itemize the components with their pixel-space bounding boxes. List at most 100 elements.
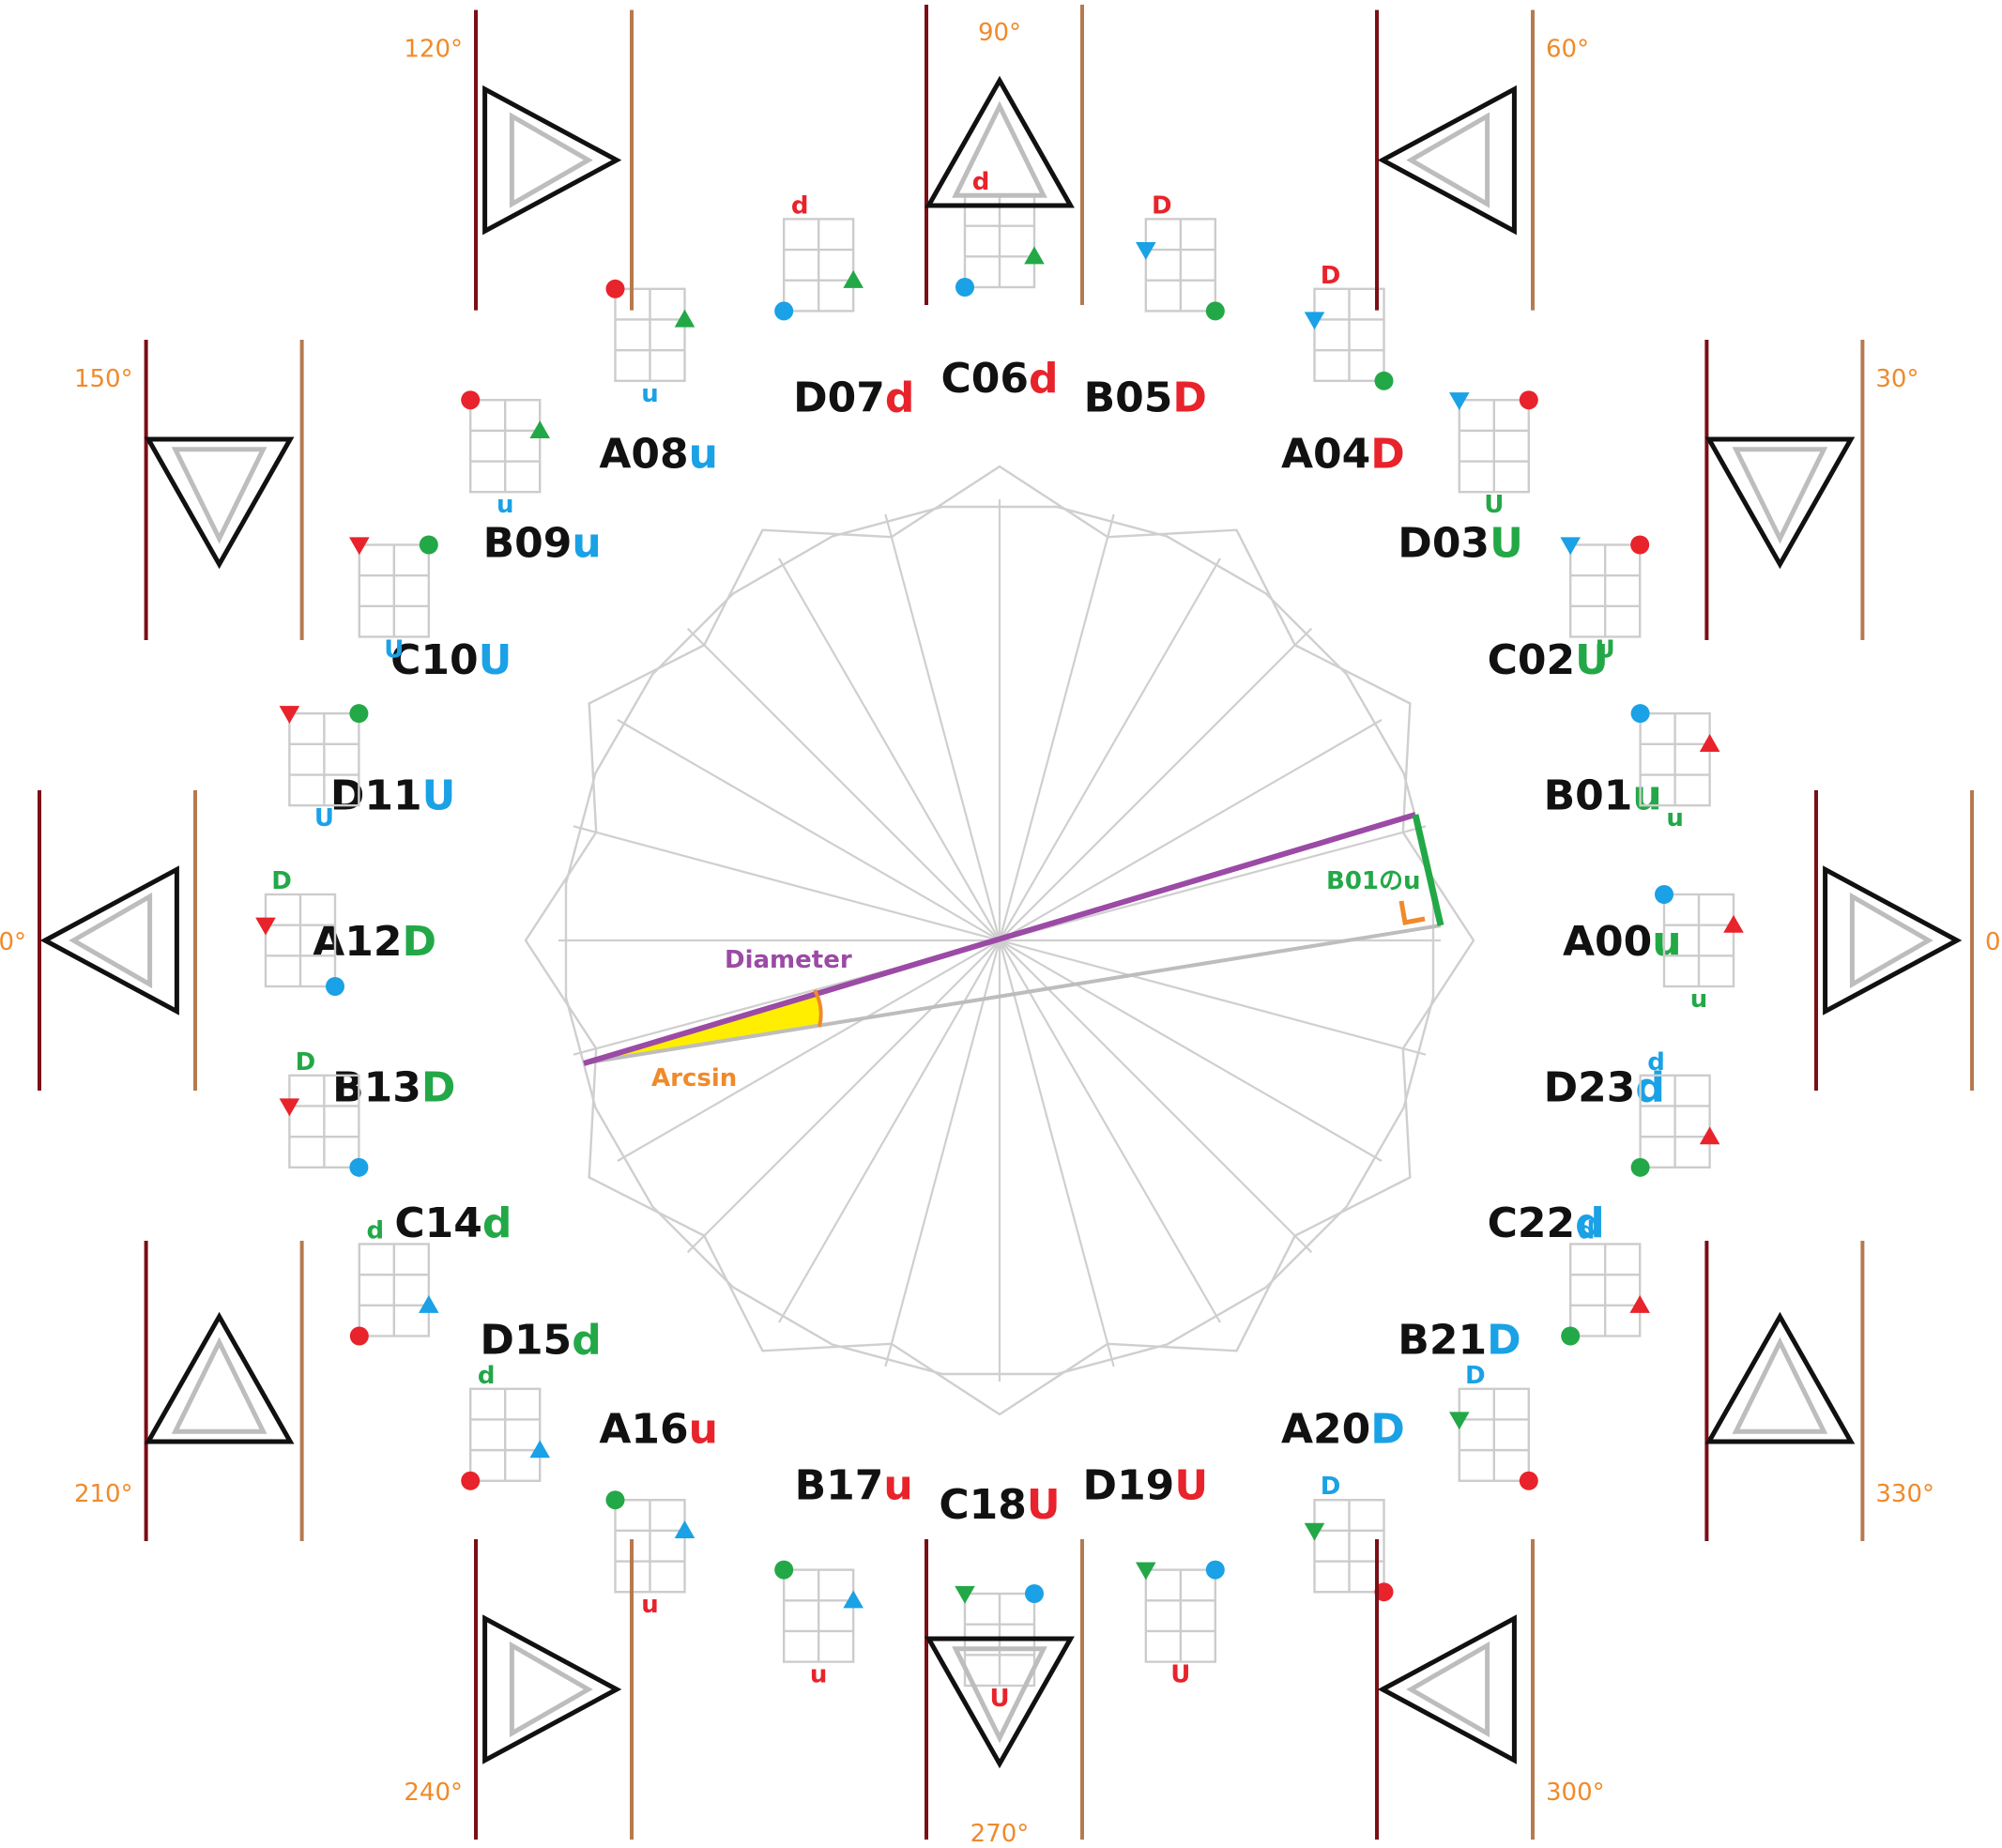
- segment-label: A04D: [1281, 430, 1405, 478]
- segment-label: B05D: [1084, 374, 1207, 421]
- segment-letter: D: [402, 918, 436, 966]
- triangle-down-icon: [1560, 537, 1581, 556]
- segment-letter: d: [482, 1199, 512, 1247]
- segment-letter: U: [1490, 520, 1523, 568]
- triangle-down-icon: [1304, 1522, 1325, 1541]
- triangle-down-icon: [1136, 241, 1156, 260]
- diameter-label: Diameter: [725, 946, 852, 974]
- mini-grid: u: [461, 390, 551, 519]
- mini-grid: U: [1560, 535, 1650, 664]
- triangle-up-icon: [674, 309, 695, 328]
- segment-letter: U: [1174, 1462, 1208, 1510]
- inner-ring: [564, 505, 1435, 1376]
- dot-icon: [326, 977, 344, 996]
- triangle-up-icon: [674, 1520, 695, 1538]
- mini-letter: D: [1321, 1473, 1341, 1501]
- diameter-line: [583, 812, 1416, 1066]
- mini-letter: d: [478, 1362, 496, 1390]
- mini-letter: U: [1484, 491, 1504, 519]
- mini-grid: D: [255, 867, 344, 996]
- segment-letter: D: [1370, 430, 1405, 478]
- outer-triangle-icon: [144, 436, 295, 570]
- mini-letter: U: [1596, 636, 1615, 664]
- mini-letter: u: [641, 380, 659, 408]
- mini-letter: d: [972, 168, 990, 196]
- segment-letter: u: [689, 1406, 718, 1454]
- segment-code: D03: [1398, 520, 1490, 568]
- segment-letter: U: [1575, 636, 1609, 684]
- segment-code: D23: [1544, 1063, 1636, 1111]
- angle-marker: 30°: [1704, 340, 1918, 640]
- dot-icon: [1025, 1584, 1044, 1603]
- segment-code: C02: [1488, 636, 1576, 684]
- triangle-up-icon: [1629, 1295, 1650, 1313]
- segment-code: B21: [1398, 1316, 1487, 1364]
- mini-grid: u: [774, 1560, 863, 1689]
- mini-grid: d: [1630, 1048, 1720, 1177]
- dot-icon: [1205, 301, 1225, 321]
- segment-code: A08: [599, 430, 688, 478]
- center-construction: Diameter Arcsin B01のu: [583, 812, 1444, 1092]
- inner-triangle-icon: [1849, 892, 1933, 989]
- segment-label: C22d: [1488, 1199, 1605, 1247]
- segment-label: B17u: [795, 1462, 913, 1510]
- dot-icon: [1374, 1582, 1394, 1602]
- segment-letter: U: [1027, 1481, 1061, 1529]
- mini-grid: d: [1561, 1217, 1650, 1346]
- inner-triangle-icon: [1406, 1641, 1490, 1738]
- segment-code: C18: [939, 1481, 1027, 1529]
- dot-icon: [1655, 885, 1673, 904]
- chord-label: B01のu: [1326, 867, 1421, 895]
- mini-grid: d: [349, 1217, 439, 1346]
- inner-triangle-icon: [1732, 1336, 1828, 1434]
- mini-grid: d: [955, 168, 1045, 297]
- angle-marker: 180°: [0, 790, 197, 1091]
- inner-triangle-icon: [171, 447, 267, 544]
- segment-label: C02U: [1488, 636, 1609, 684]
- segment-code: C14: [394, 1199, 482, 1247]
- segment-label: D03U: [1398, 520, 1523, 568]
- mini-letter: d: [366, 1217, 384, 1245]
- segment-labels: A00uB01uC02UD03UA04DB05DC06dD07dA08uB09u…: [313, 355, 1681, 1529]
- triangle-up-icon: [843, 1590, 863, 1609]
- outer-triangle-icon: [144, 1311, 295, 1444]
- inner-triangle-icon: [509, 1641, 593, 1738]
- mini-letter: d: [1578, 1217, 1596, 1245]
- segment-letter: D: [1370, 1406, 1405, 1454]
- reference-line: [583, 924, 1442, 1065]
- inner-triangle-icon: [952, 1646, 1047, 1744]
- angle-label: 90°: [978, 19, 1021, 47]
- arcsin-label: Arcsin: [651, 1064, 737, 1092]
- mini-grid: D: [1136, 191, 1225, 321]
- mini-grid: U: [1448, 390, 1538, 519]
- segment-code: A16: [599, 1406, 688, 1454]
- mini-letter: U: [314, 804, 334, 832]
- angle-marker: 240°: [404, 1539, 634, 1840]
- segment-code: A00: [1563, 918, 1652, 966]
- angle-label: 30°: [1875, 365, 1918, 393]
- segment-label: B13D: [332, 1063, 455, 1111]
- angle-marker: 120°: [404, 9, 634, 311]
- mini-letter: D: [1465, 1362, 1486, 1390]
- segment-code: D15: [480, 1316, 572, 1364]
- segment-letter: u: [689, 430, 718, 478]
- outer-triangle-icon: [1377, 84, 1517, 236]
- segment-code: C22: [1488, 1199, 1576, 1247]
- mini-letter: U: [1170, 1661, 1190, 1689]
- dot-icon: [419, 535, 438, 555]
- dot-icon: [1561, 1326, 1581, 1346]
- angle-label: 210°: [74, 1480, 133, 1508]
- inner-triangle-icon: [1732, 447, 1828, 544]
- triangle-down-icon: [1448, 392, 1470, 411]
- mini-grid: u: [1655, 885, 1744, 1014]
- dot-icon: [774, 301, 794, 321]
- mini-grid: D: [1304, 262, 1394, 390]
- mini-grid: D: [1448, 1362, 1538, 1490]
- segment-letter: u: [883, 1462, 912, 1510]
- triangle-down-icon: [1136, 1562, 1156, 1581]
- segment-label: D07d: [793, 374, 914, 421]
- mini-letter: u: [1666, 804, 1684, 832]
- star-outline: [524, 465, 1475, 1416]
